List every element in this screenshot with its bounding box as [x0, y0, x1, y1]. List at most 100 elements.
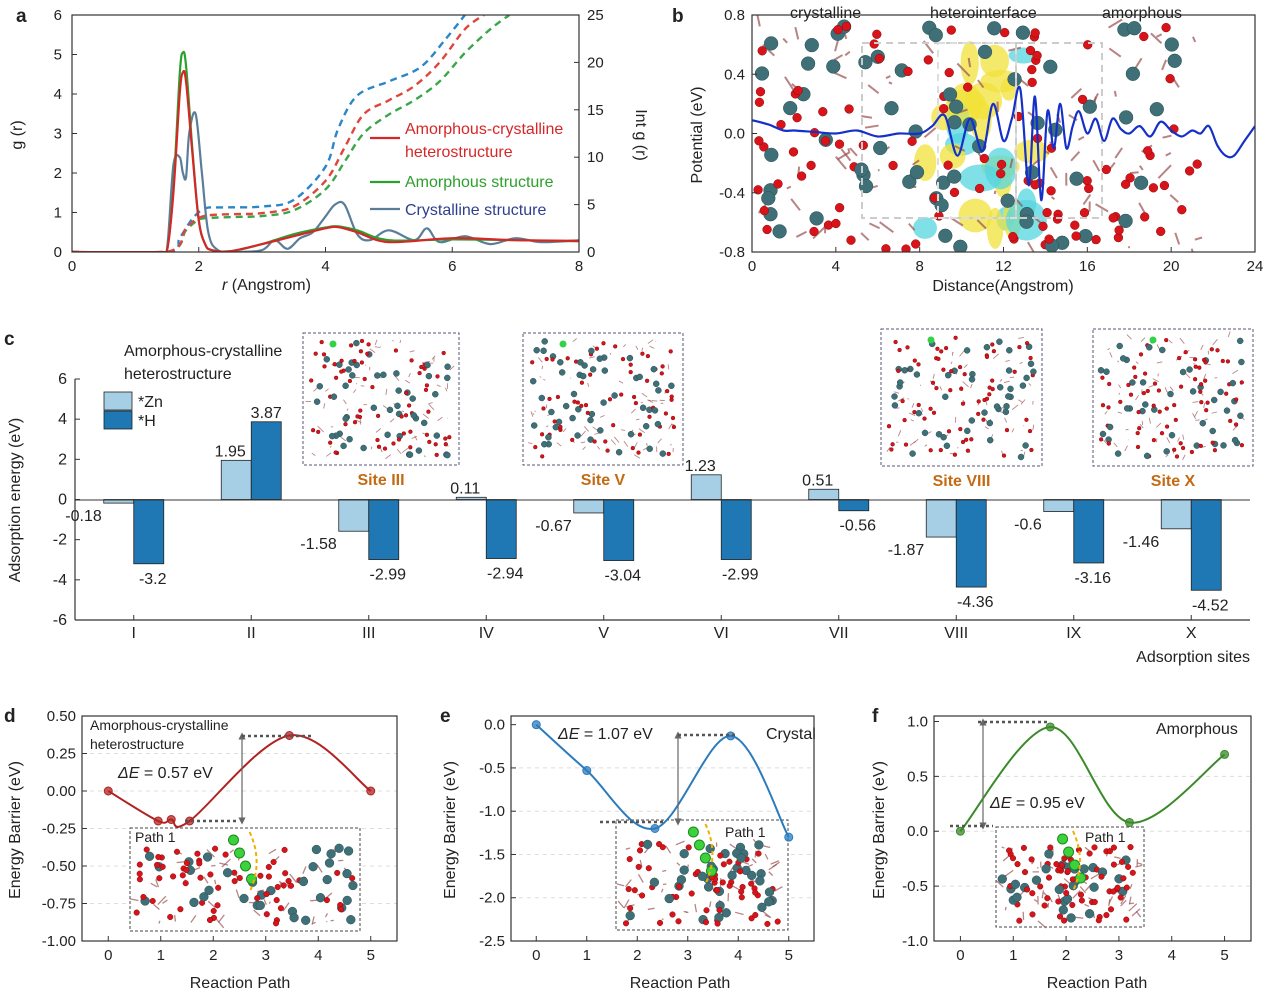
atom-oxygen: [1178, 441, 1183, 446]
atom-oxygen: [316, 429, 321, 435]
atom-oxygen: [343, 422, 348, 427]
atom-oxygen: [334, 869, 341, 876]
atom-metal: [721, 908, 731, 918]
atom-bond: [1129, 171, 1139, 175]
atom-oxygen: [1047, 844, 1054, 851]
atom-metal: [313, 398, 321, 405]
atom-oxygen: [900, 398, 905, 404]
e-inset-h-atom: [693, 839, 705, 851]
atom-oxygen: [912, 358, 917, 363]
atom-oxygen: [435, 374, 440, 379]
atom-oxygen: [1114, 225, 1124, 235]
atom-bond: [311, 452, 316, 456]
atom-metal: [409, 395, 416, 402]
atom-oxygen: [1107, 906, 1115, 913]
atom-bond: [1033, 898, 1038, 903]
atom-oxygen: [1025, 45, 1036, 56]
b-ytick-label: -0.4: [719, 185, 745, 202]
atom-oxygen: [901, 244, 911, 252]
atom-bond: [768, 871, 774, 876]
atom-metal: [1007, 385, 1014, 393]
atom-bond: [768, 863, 778, 871]
b-density-blob: [958, 198, 993, 233]
atom-oxygen: [359, 338, 365, 344]
atom-bond: [1206, 363, 1211, 366]
atom-metal: [664, 893, 674, 904]
atom-bond: [1211, 411, 1218, 414]
atom-oxygen: [322, 364, 327, 369]
e-point-0: [531, 720, 541, 730]
atom-metal: [588, 410, 596, 418]
atom-bond: [1139, 423, 1144, 429]
atom-oxygen: [1100, 403, 1106, 408]
atom-bond: [970, 383, 973, 389]
atom-oxygen: [285, 877, 292, 885]
atom-oxygen: [409, 358, 414, 363]
c-xtick-label-I: I: [132, 625, 136, 642]
atom-bond: [867, 84, 880, 95]
atom-metal: [570, 390, 578, 398]
atom-metal: [642, 839, 653, 850]
atom-oxygen: [1133, 374, 1138, 380]
atom-oxygen: [1128, 392, 1134, 397]
atom-bond: [129, 898, 139, 902]
atom-bond: [1200, 344, 1204, 351]
atom-oxygen: [946, 25, 956, 35]
atom-bond: [665, 845, 672, 854]
atom-bond: [924, 444, 928, 447]
atom-oxygen: [1098, 873, 1105, 880]
atom-oxygen: [1212, 448, 1218, 453]
atom-bond: [1192, 401, 1199, 403]
c-label-h-III: -2.99: [370, 567, 407, 584]
c-bar-h-VII: [838, 499, 870, 512]
atom-bond: [392, 339, 394, 342]
d-xtick-label: 3: [262, 947, 270, 964]
atom-bond: [640, 401, 644, 404]
atom-oxygen: [274, 883, 281, 891]
atom-metal: [1023, 374, 1030, 382]
c-xtick-label-VII: VII: [829, 625, 849, 642]
atom-oxygen: [639, 892, 646, 899]
atom-bond: [1108, 47, 1122, 58]
atom-metal: [611, 392, 618, 399]
atom-bond: [1165, 152, 1172, 157]
e-point-4: [784, 832, 794, 842]
atom-oxygen: [281, 846, 288, 853]
panel-letter-d: d: [4, 706, 16, 727]
atom-bond: [190, 915, 197, 923]
atom-metal: [346, 435, 353, 443]
c-label-h-II: 3.87: [251, 405, 282, 422]
atom-metal: [679, 849, 689, 859]
atom-bond: [580, 430, 586, 437]
atom-metal: [679, 865, 689, 875]
atom-bond: [375, 428, 382, 433]
atom-oxygen: [685, 844, 692, 851]
atom-metal: [1164, 37, 1179, 52]
atom-oxygen: [1125, 863, 1132, 870]
atom-bond: [229, 849, 235, 854]
atom-oxygen: [636, 847, 644, 854]
panel-f: f 0 1 2 3 4 5-1.0-0.50.00.51.0 Reaction Path …: [871, 706, 1252, 992]
atom-oxygen: [1064, 868, 1071, 875]
atom-metal: [649, 877, 660, 887]
atom-oxygen: [423, 387, 429, 393]
b-xtick-label: 4: [832, 258, 840, 275]
atom-oxygen: [656, 919, 664, 926]
d-xtick-label: 1: [157, 947, 165, 964]
b-region-label-interface: heterointerface: [930, 5, 1037, 22]
atom-metal: [336, 361, 343, 368]
c-legend-zn-swatch: [103, 391, 133, 411]
atom-oxygen: [1198, 443, 1203, 449]
atom-oxygen: [319, 339, 324, 345]
atom-metal: [587, 416, 594, 424]
a-series-cum_amorphous: [72, 15, 511, 252]
b-ylabel: Potential (eV): [689, 87, 706, 184]
atom-bond: [583, 426, 589, 432]
atom-metal: [987, 21, 1002, 36]
atom-oxygen: [831, 218, 841, 229]
atom-metal: [1210, 396, 1218, 404]
atom-bond: [840, 148, 852, 162]
atom-bond: [1232, 369, 1239, 375]
atom-metal: [601, 367, 609, 374]
atom-metal: [928, 27, 943, 43]
